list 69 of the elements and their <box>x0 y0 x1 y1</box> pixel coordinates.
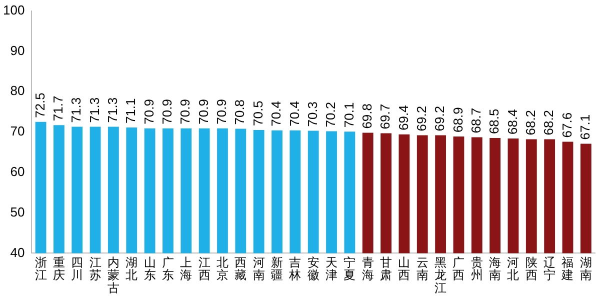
x-tick-label: 北京 <box>216 256 228 282</box>
data-label: 68.9 <box>450 107 466 132</box>
y-tick-label: 80 <box>10 83 25 98</box>
data-label: 70.9 <box>160 99 175 124</box>
data-label: 70.9 <box>141 99 156 124</box>
data-label: 70.2 <box>323 102 338 128</box>
y-tick-label: 100 <box>2 2 25 18</box>
y-tick-label: 60 <box>10 164 25 179</box>
x-tick-label: 新疆 <box>271 256 283 282</box>
x-tick-label: 天津 <box>326 256 338 282</box>
data-label: 70.9 <box>196 99 211 124</box>
data-label: 71.7 <box>50 96 66 122</box>
data-label: 70.5 <box>250 100 266 126</box>
data-label: 68.4 <box>504 109 520 134</box>
data-label: 69.4 <box>396 105 411 130</box>
data-label: 68.2 <box>522 110 538 136</box>
x-tick-label: 重庆 <box>52 256 65 282</box>
x-tick-label: 云南 <box>416 256 428 282</box>
x-tick-label: 山西 <box>398 256 410 282</box>
data-label: 69.8 <box>359 103 374 129</box>
data-label: 67.1 <box>577 114 592 140</box>
x-tick-label: 广西 <box>452 256 465 282</box>
x-tick-label: 山东 <box>144 256 156 282</box>
data-label: 68.7 <box>468 108 484 134</box>
x-tick-label: 广东 <box>162 256 174 282</box>
x-tick-label: 福建 <box>560 256 574 282</box>
data-label: 70.4 <box>286 101 302 126</box>
x-tick-label: 河南 <box>252 256 265 282</box>
x-tick-label: 黑龙江 <box>434 256 447 295</box>
data-label: 72.5 <box>32 92 48 118</box>
x-tick-label: 宁夏 <box>344 256 356 282</box>
data-label: 71.3 <box>68 97 84 123</box>
x-tick-label: 河北 <box>507 256 520 282</box>
data-label: 68.2 <box>541 110 556 136</box>
x-tick-label: 青海 <box>362 256 374 282</box>
data-label: 70.9 <box>214 99 230 124</box>
x-tick-label: 浙江 <box>34 256 47 282</box>
data-label: 70.4 <box>268 101 284 126</box>
x-tick-label: 陕西 <box>525 256 538 282</box>
data-label: 67.6 <box>559 112 574 138</box>
data-label: 70.1 <box>341 102 356 128</box>
x-tick-label: 上海 <box>180 256 192 282</box>
x-tick-label: 湖南 <box>580 256 592 282</box>
data-label: 70.9 <box>178 99 193 124</box>
x-tick-label: 湖北 <box>126 256 138 282</box>
x-tick-label: 四川 <box>71 256 84 282</box>
x-tick-label: 辽宁 <box>544 256 556 282</box>
data-label: 71.1 <box>123 98 138 124</box>
data-label: 69.7 <box>378 104 393 130</box>
x-tick-label: 江苏 <box>89 256 102 282</box>
y-tick-label: 70 <box>10 124 25 139</box>
data-label: 70.3 <box>304 101 320 127</box>
x-tick-label: 甘肃 <box>380 256 392 282</box>
y-tick-label: 40 <box>10 244 25 260</box>
data-label: 69.2 <box>414 106 429 132</box>
y-tick-label: 90 <box>10 42 25 58</box>
data-label: 70.8 <box>232 99 248 125</box>
data-label: 69.2 <box>432 106 448 132</box>
data-label: 68.5 <box>486 108 502 134</box>
data-label: 71.3 <box>105 97 120 123</box>
data-label: 71.3 <box>86 97 102 123</box>
x-tick-label: 海南 <box>489 256 502 282</box>
x-tick-label: 安徽 <box>307 256 320 282</box>
x-tick-label: 内蒙古 <box>107 256 120 295</box>
x-tick-label: 贵州 <box>470 256 483 282</box>
y-tick-label: 50 <box>10 204 25 220</box>
x-tick-label: 江西 <box>198 256 210 282</box>
x-tick-label: 吉林 <box>288 256 302 282</box>
x-tick-label: 西藏 <box>234 256 247 282</box>
